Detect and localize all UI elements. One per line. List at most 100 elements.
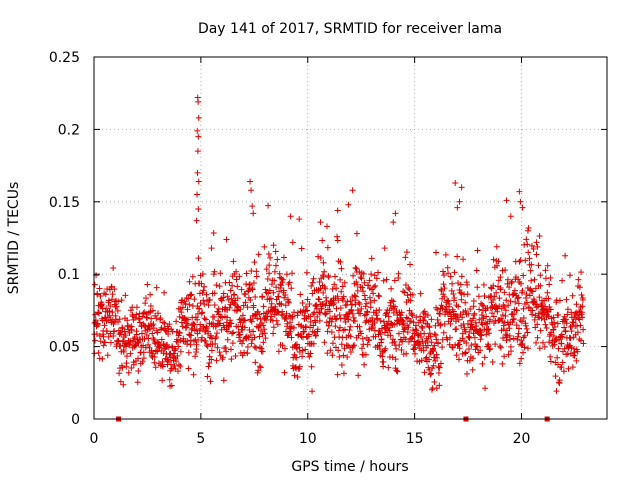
data-point (403, 249, 410, 256)
data-point (105, 333, 112, 340)
data-point (117, 378, 124, 385)
data-point (133, 311, 140, 318)
data-point (542, 267, 549, 274)
data-point (194, 316, 201, 323)
data-point (438, 302, 445, 309)
data-point (346, 327, 353, 334)
data-point (265, 290, 272, 297)
data-point (421, 330, 428, 337)
data-point (461, 350, 468, 357)
data-point (524, 345, 531, 352)
data-point (545, 295, 552, 302)
data-point (350, 272, 357, 279)
data-point (99, 355, 106, 362)
data-point (306, 300, 313, 307)
data-point (226, 304, 233, 311)
data-point (192, 353, 199, 360)
data-point (474, 284, 481, 291)
data-point (455, 280, 462, 287)
data-point (465, 346, 472, 353)
data-point (162, 345, 169, 352)
data-point (458, 184, 465, 191)
data-point (94, 321, 101, 328)
data-point (547, 353, 554, 360)
data-point (194, 127, 201, 134)
data-point (204, 343, 211, 350)
data-point (202, 316, 209, 323)
data-point (270, 242, 277, 249)
data-point (341, 326, 348, 333)
data-point (249, 286, 256, 293)
data-point (518, 355, 525, 362)
data-point (286, 279, 293, 286)
data-point (362, 303, 369, 310)
data-point (411, 330, 418, 337)
y-axis-label: SRMTID / TECUs (6, 182, 22, 295)
data-point (171, 347, 178, 354)
data-point (409, 312, 416, 319)
data-point (536, 345, 543, 352)
data-point (559, 277, 566, 284)
data-point (474, 247, 481, 254)
data-point (405, 285, 412, 292)
data-point (501, 303, 508, 310)
data-point (389, 354, 396, 361)
data-point (534, 321, 541, 328)
data-point (446, 334, 453, 341)
data-point (312, 332, 319, 339)
data-point (309, 279, 316, 286)
data-point (157, 342, 164, 349)
data-point (504, 280, 511, 287)
data-point (171, 362, 178, 369)
data-point (402, 254, 409, 261)
data-point (378, 336, 385, 343)
data-point (537, 327, 544, 334)
data-point (253, 345, 260, 352)
data-point (471, 310, 478, 317)
data-point (140, 349, 147, 356)
data-point (382, 345, 389, 352)
data-point (277, 274, 284, 281)
data-point (470, 303, 477, 310)
data-point (371, 297, 378, 304)
data-point (220, 294, 227, 301)
data-point (350, 314, 357, 321)
data-point (182, 317, 189, 324)
data-point (501, 353, 508, 360)
data-point (265, 251, 272, 258)
data-point (463, 370, 470, 377)
data-point (148, 352, 155, 359)
data-point (317, 219, 324, 226)
data-point (573, 301, 580, 308)
data-point (333, 305, 340, 312)
data-point (547, 306, 554, 313)
data-point (245, 288, 252, 295)
data-point (115, 298, 122, 305)
data-point (256, 311, 263, 318)
data-point (398, 346, 405, 353)
data-point (256, 363, 263, 370)
data-point (340, 293, 347, 300)
data-point (544, 289, 551, 296)
data-point (161, 289, 168, 296)
data-point (507, 213, 514, 220)
data-point (188, 332, 195, 339)
data-point (519, 204, 526, 211)
data-point (371, 272, 378, 279)
data-point (314, 326, 321, 333)
data-point (457, 281, 464, 288)
data-point (435, 369, 442, 376)
data-point (174, 352, 181, 359)
data-point (250, 328, 257, 335)
data-point (207, 378, 214, 385)
data-point (466, 328, 473, 335)
data-point (484, 326, 491, 333)
data-point (534, 334, 541, 341)
data-point (267, 254, 274, 261)
data-point (412, 322, 419, 329)
data-point (199, 334, 206, 341)
data-point (320, 259, 327, 266)
data-point (273, 310, 280, 317)
data-point (492, 341, 499, 348)
data-point (256, 333, 263, 340)
